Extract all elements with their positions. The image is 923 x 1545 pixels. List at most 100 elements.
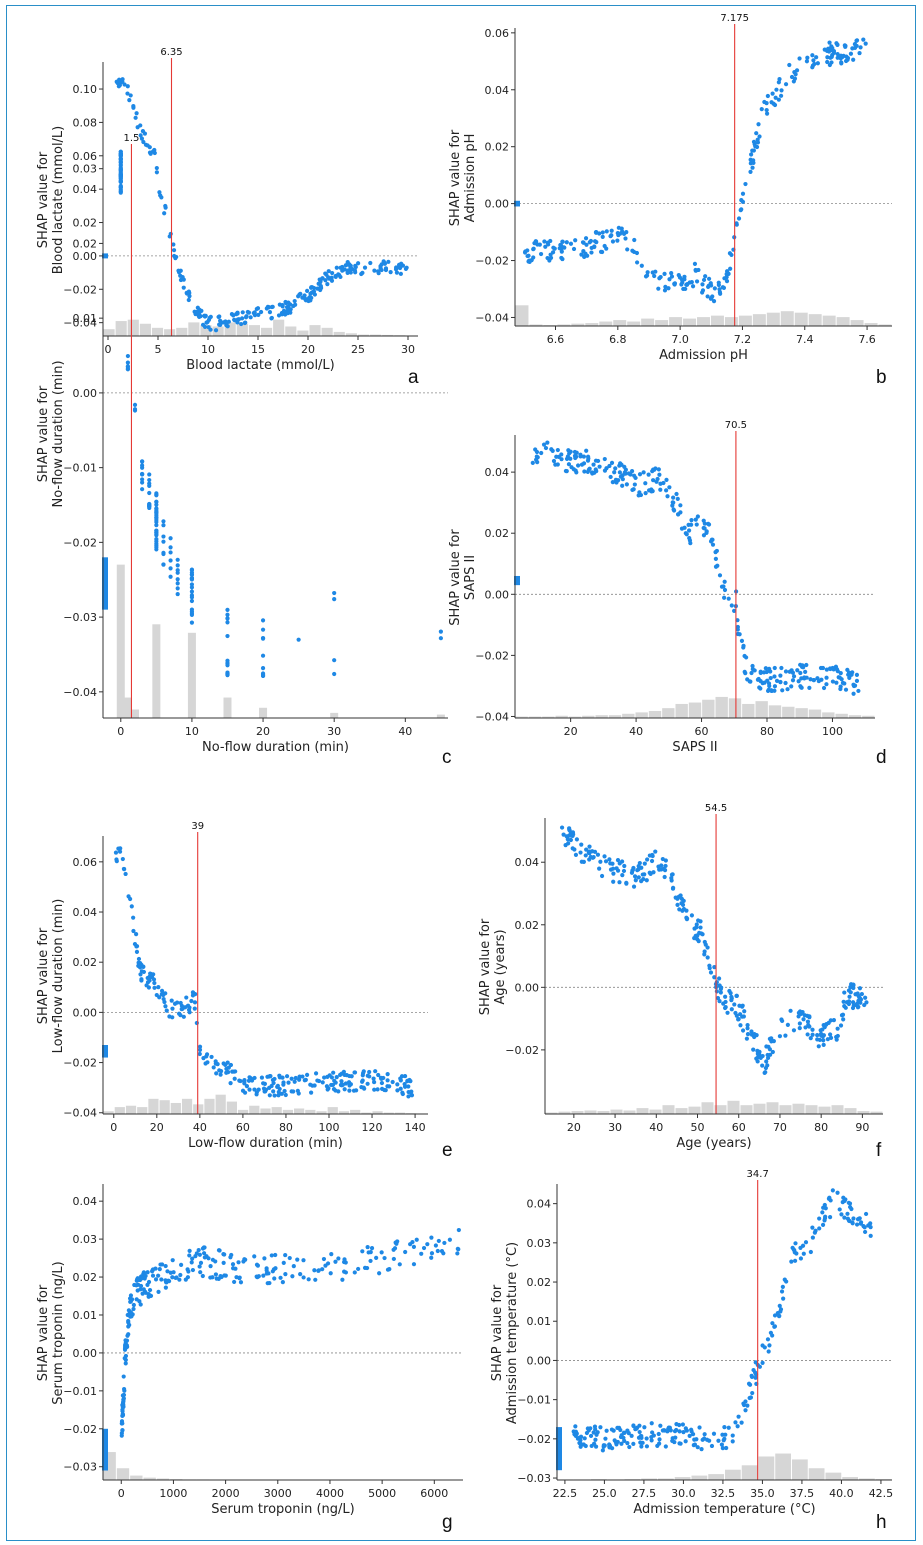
data-point	[619, 1441, 624, 1446]
panel-letter: b	[876, 367, 887, 388]
data-point	[545, 240, 550, 245]
y-axis-label-line-1: SHAP value for	[478, 918, 493, 1015]
data-point	[854, 38, 859, 43]
data-point	[121, 1397, 126, 1402]
data-point	[121, 1393, 126, 1398]
data-point	[622, 1438, 627, 1443]
data-point	[774, 678, 780, 683]
data-point	[189, 611, 195, 616]
data-point	[664, 488, 669, 493]
data-point	[795, 668, 800, 673]
data-point	[403, 266, 409, 271]
histogram-bar	[193, 1104, 204, 1114]
data-point	[567, 833, 572, 838]
data-point	[293, 302, 298, 307]
data-point	[636, 875, 641, 880]
histogram-bar	[297, 330, 309, 336]
data-point	[820, 665, 826, 671]
data-point	[649, 489, 654, 494]
data-point	[585, 458, 591, 463]
data-point	[817, 1216, 822, 1221]
data-point	[754, 1033, 759, 1038]
histogram-bar	[156, 1478, 170, 1480]
y-axis-label-line-1: SHAP value for	[36, 1284, 51, 1381]
data-point	[429, 1235, 434, 1240]
data-point	[342, 1257, 347, 1262]
data-point	[192, 1006, 197, 1011]
data-point	[306, 298, 311, 304]
data-point	[735, 627, 740, 632]
histogram-bar	[143, 1477, 156, 1480]
data-point	[730, 1433, 735, 1438]
data-point	[667, 485, 672, 490]
data-point	[211, 1065, 216, 1070]
data-point	[568, 837, 574, 843]
data-point	[554, 454, 559, 459]
data-point	[582, 1436, 587, 1441]
data-point	[640, 1440, 645, 1445]
data-point	[608, 474, 613, 480]
data-point	[272, 1076, 277, 1082]
data-point	[225, 324, 230, 329]
data-point	[132, 402, 138, 407]
x-tick-label: 7.0	[671, 333, 689, 346]
data-point	[150, 1273, 156, 1278]
y-axis-label-line-2: Admission temperature (°C)	[505, 1242, 520, 1424]
data-point	[747, 679, 752, 684]
data-point	[763, 666, 768, 671]
histogram-bar	[795, 708, 808, 718]
data-point	[368, 1258, 373, 1264]
data-point	[820, 1210, 825, 1215]
data-point	[824, 1021, 829, 1027]
y-tick-label: 0.03	[73, 163, 98, 176]
y-axis-label-line-2: Serum troponin (ng/L)	[51, 1261, 66, 1404]
data-point	[202, 1255, 207, 1260]
data-point	[662, 271, 667, 276]
data-point	[640, 872, 645, 877]
histogram-bar	[794, 312, 808, 326]
histogram-bar	[282, 1109, 294, 1114]
data-point	[588, 1433, 594, 1439]
data-point	[564, 240, 569, 245]
data-point	[702, 1432, 707, 1437]
data-point	[718, 990, 723, 995]
data-point	[339, 1079, 344, 1084]
data-point	[822, 1218, 827, 1223]
data-point	[120, 856, 125, 862]
data-point	[765, 93, 770, 99]
data-point	[322, 1075, 327, 1080]
histogram-bar	[808, 314, 822, 326]
y-tick-label: 0.06	[73, 856, 98, 869]
data-point	[189, 620, 195, 625]
data-point	[280, 303, 285, 308]
data-point	[218, 322, 223, 327]
data-point	[333, 1259, 338, 1264]
data-point	[838, 1023, 844, 1028]
histogram-bar	[766, 1102, 779, 1114]
data-point	[156, 985, 161, 990]
data-point	[685, 282, 690, 287]
histogram-bar	[822, 712, 835, 718]
data-point	[765, 688, 771, 694]
data-point	[352, 1270, 357, 1275]
data-point	[745, 1403, 750, 1408]
data-point	[122, 1356, 127, 1361]
data-point	[706, 276, 712, 281]
histogram-bar	[835, 713, 848, 718]
data-point	[455, 1251, 460, 1256]
data-point	[769, 688, 774, 694]
data-point	[190, 993, 196, 998]
data-point	[757, 134, 762, 139]
data-point	[116, 846, 121, 851]
data-point	[613, 1440, 618, 1445]
data-point	[780, 688, 785, 693]
data-point	[132, 1282, 137, 1288]
data-point	[128, 1314, 133, 1319]
data-point	[340, 268, 345, 273]
data-point	[325, 1074, 330, 1079]
data-point	[265, 304, 270, 309]
data-point	[777, 77, 782, 82]
data-point	[329, 278, 335, 283]
data-point	[849, 672, 854, 677]
data-point	[806, 1022, 811, 1028]
